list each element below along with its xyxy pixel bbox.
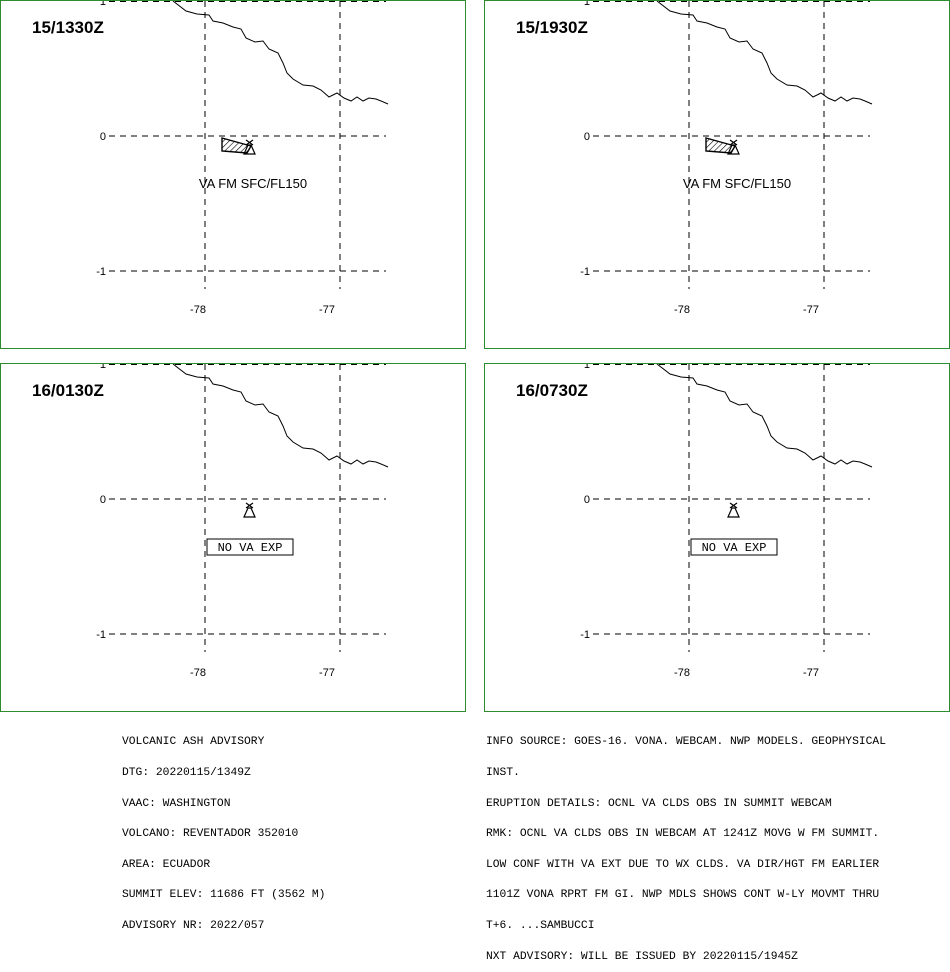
latitude-label: 0 xyxy=(100,494,106,506)
advisory-line: RMK: OCNL VA CLDS OBS IN WEBCAM AT 1241Z… xyxy=(486,828,880,841)
panel-time: 16/0730Z xyxy=(516,381,588,400)
longitude-label: -78 xyxy=(674,304,690,316)
advisory-details-right: INFO SOURCE: GOES-16. VONA. WEBCAM. NWP … xyxy=(486,717,886,972)
latitude-label: 0 xyxy=(584,494,590,506)
latitude-label: -1 xyxy=(580,266,590,278)
latitude-label: 0 xyxy=(100,131,106,143)
advisory-line: INST. xyxy=(486,767,520,779)
panel-time: 15/1330Z xyxy=(32,18,104,37)
forecast-panel-t0: 1 0 -1 -78 -77 VA FM SFC/FL150 15/1330Z xyxy=(0,0,466,349)
advisory-header-left: VOLCANIC ASH ADVISORY DTG: 20220115/1349… xyxy=(122,717,325,941)
ash-cloud-polygon xyxy=(221,137,253,154)
latitude-label: -1 xyxy=(96,629,106,641)
longitude-label: -77 xyxy=(319,667,335,679)
longitude-label: -77 xyxy=(803,304,819,316)
forecast-panel-t12: 1 0 -1 -78 -77 NO VA EXP 16/0130Z xyxy=(0,363,466,712)
advisory-line: VAAC: WASHINGTON xyxy=(122,797,231,810)
coastline xyxy=(172,1,389,105)
latitude-label: 1 xyxy=(100,1,106,8)
ash-cloud-polygon xyxy=(705,137,737,154)
panel-time: 16/0130Z xyxy=(32,381,104,400)
volcano-icon xyxy=(727,502,740,518)
volcano-icon xyxy=(727,139,740,155)
volcano-icon xyxy=(243,139,256,155)
panel-time: 15/1930Z xyxy=(516,18,588,37)
advisory-line: LOW CONF WITH VA EXT DUE TO WX CLDS. VA … xyxy=(486,858,880,871)
forecast-label: NO VA EXP xyxy=(218,541,283,555)
coastline xyxy=(656,364,873,468)
label-box xyxy=(206,538,294,556)
advisory-line: ERUPTION DETAILS: OCNL VA CLDS OBS IN SU… xyxy=(486,797,832,810)
forecast-label: VA FM SFC/FL150 xyxy=(683,176,791,191)
forecast-panel-t6: 1 0 -1 -78 -77 VA FM SFC/FL150 15/1930Z xyxy=(484,0,950,349)
advisory-line: VOLCANIC ASH ADVISORY xyxy=(122,736,265,749)
latitude-label: 1 xyxy=(584,1,590,8)
map-canvas: 1 0 -1 -78 -77 VA FM SFC/FL150 xyxy=(96,1,389,316)
advisory-line: 1101Z VONA RPRT FM GI. NWP MDLS SHOWS CO… xyxy=(486,889,880,902)
longitude-label: -77 xyxy=(319,304,335,316)
map-canvas: 1 0 -1 -78 -77 VA FM SFC/FL150 xyxy=(580,1,873,316)
advisory-line: DTG: 20220115/1349Z xyxy=(122,767,251,779)
latitude-label: 1 xyxy=(584,364,590,371)
volcano-icon xyxy=(243,502,256,518)
coastline xyxy=(172,364,389,468)
advisory-line: VOLCANO: REVENTADOR 352010 xyxy=(122,828,299,841)
latitude-label: -1 xyxy=(580,629,590,641)
latitude-label: -1 xyxy=(96,266,106,278)
longitude-label: -78 xyxy=(674,667,690,679)
map-canvas: 1 0 -1 -78 -77 NO VA EXP xyxy=(96,364,389,679)
advisory-line: NXT ADVISORY: WILL BE ISSUED BY 20220115… xyxy=(486,950,798,963)
forecast-label: NO VA EXP xyxy=(702,541,767,555)
latitude-label: 1 xyxy=(100,364,106,371)
advisory-line: T+6. ...SAMBUCCI xyxy=(486,919,595,932)
map-canvas: 1 0 -1 -78 -77 NO VA EXP xyxy=(580,364,873,679)
label-box xyxy=(690,538,778,556)
longitude-label: -78 xyxy=(190,304,206,316)
advisory-line: INFO SOURCE: GOES-16. VONA. WEBCAM. NWP … xyxy=(486,736,886,749)
latitude-label: 0 xyxy=(584,131,590,143)
forecast-label: VA FM SFC/FL150 xyxy=(199,176,307,191)
forecast-panel-t18: 1 0 -1 -78 -77 NO VA EXP 16/0730Z xyxy=(484,363,950,712)
advisory-line: AREA: ECUADOR xyxy=(122,858,211,871)
advisory-line: ADVISORY NR: 2022/057 xyxy=(122,919,265,932)
coastline xyxy=(656,1,873,105)
longitude-label: -78 xyxy=(190,667,206,679)
longitude-label: -77 xyxy=(803,667,819,679)
advisory-line: SUMMIT ELEV: 11686 FT (3562 M) xyxy=(122,889,326,902)
